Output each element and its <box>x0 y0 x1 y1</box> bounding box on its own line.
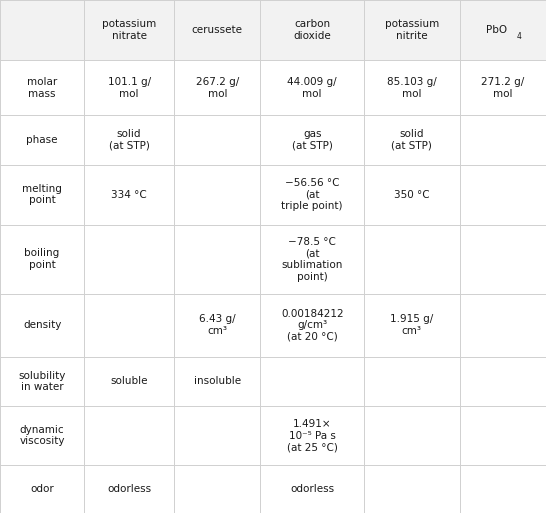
Text: PbO: PbO <box>485 25 507 35</box>
Text: phase: phase <box>26 135 58 145</box>
Text: boiling
point: boiling point <box>25 248 60 270</box>
Text: 101.1 g/
mol: 101.1 g/ mol <box>108 77 151 98</box>
Text: melting
point: melting point <box>22 184 62 205</box>
Text: 334 °C: 334 °C <box>111 190 147 200</box>
Text: 44.009 g/
mol: 44.009 g/ mol <box>287 77 337 98</box>
Text: dynamic
viscosity: dynamic viscosity <box>19 425 65 446</box>
Text: cerussete: cerussete <box>192 25 243 35</box>
Text: odorless: odorless <box>107 484 151 494</box>
Text: 350 °C: 350 °C <box>394 190 430 200</box>
Text: odor: odor <box>30 484 54 494</box>
Text: 271.2 g/
mol: 271.2 g/ mol <box>481 77 524 98</box>
Text: soluble: soluble <box>110 377 148 386</box>
Text: 267.2 g/
mol: 267.2 g/ mol <box>195 77 239 98</box>
Text: 4: 4 <box>517 32 521 41</box>
Text: molar
mass: molar mass <box>27 77 57 98</box>
Bar <box>0 0 546 60</box>
Text: 6.43 g/
cm³: 6.43 g/ cm³ <box>199 314 235 336</box>
Text: solubility
in water: solubility in water <box>19 371 66 392</box>
Text: gas
(at STP): gas (at STP) <box>292 129 333 151</box>
Text: 1.491×
10⁻⁵ Pa s
(at 25 °C): 1.491× 10⁻⁵ Pa s (at 25 °C) <box>287 419 337 452</box>
Text: 0.00184212
g/cm³
(at 20 °C): 0.00184212 g/cm³ (at 20 °C) <box>281 309 343 342</box>
Text: 1.915 g/
cm³: 1.915 g/ cm³ <box>390 314 434 336</box>
Text: potassium
nitrate: potassium nitrate <box>102 19 156 41</box>
Text: solid
(at STP): solid (at STP) <box>391 129 432 151</box>
Text: odorless: odorless <box>290 484 334 494</box>
Text: 85.103 g/
mol: 85.103 g/ mol <box>387 77 437 98</box>
Text: carbon
dioxide: carbon dioxide <box>293 19 331 41</box>
Text: density: density <box>23 320 61 330</box>
Text: insoluble: insoluble <box>194 377 241 386</box>
Text: −56.56 °C
(at
triple point): −56.56 °C (at triple point) <box>282 178 343 211</box>
Text: solid
(at STP): solid (at STP) <box>109 129 150 151</box>
Text: potassium
nitrite: potassium nitrite <box>384 19 439 41</box>
Text: −78.5 °C
(at
sublimation
point): −78.5 °C (at sublimation point) <box>282 237 343 282</box>
